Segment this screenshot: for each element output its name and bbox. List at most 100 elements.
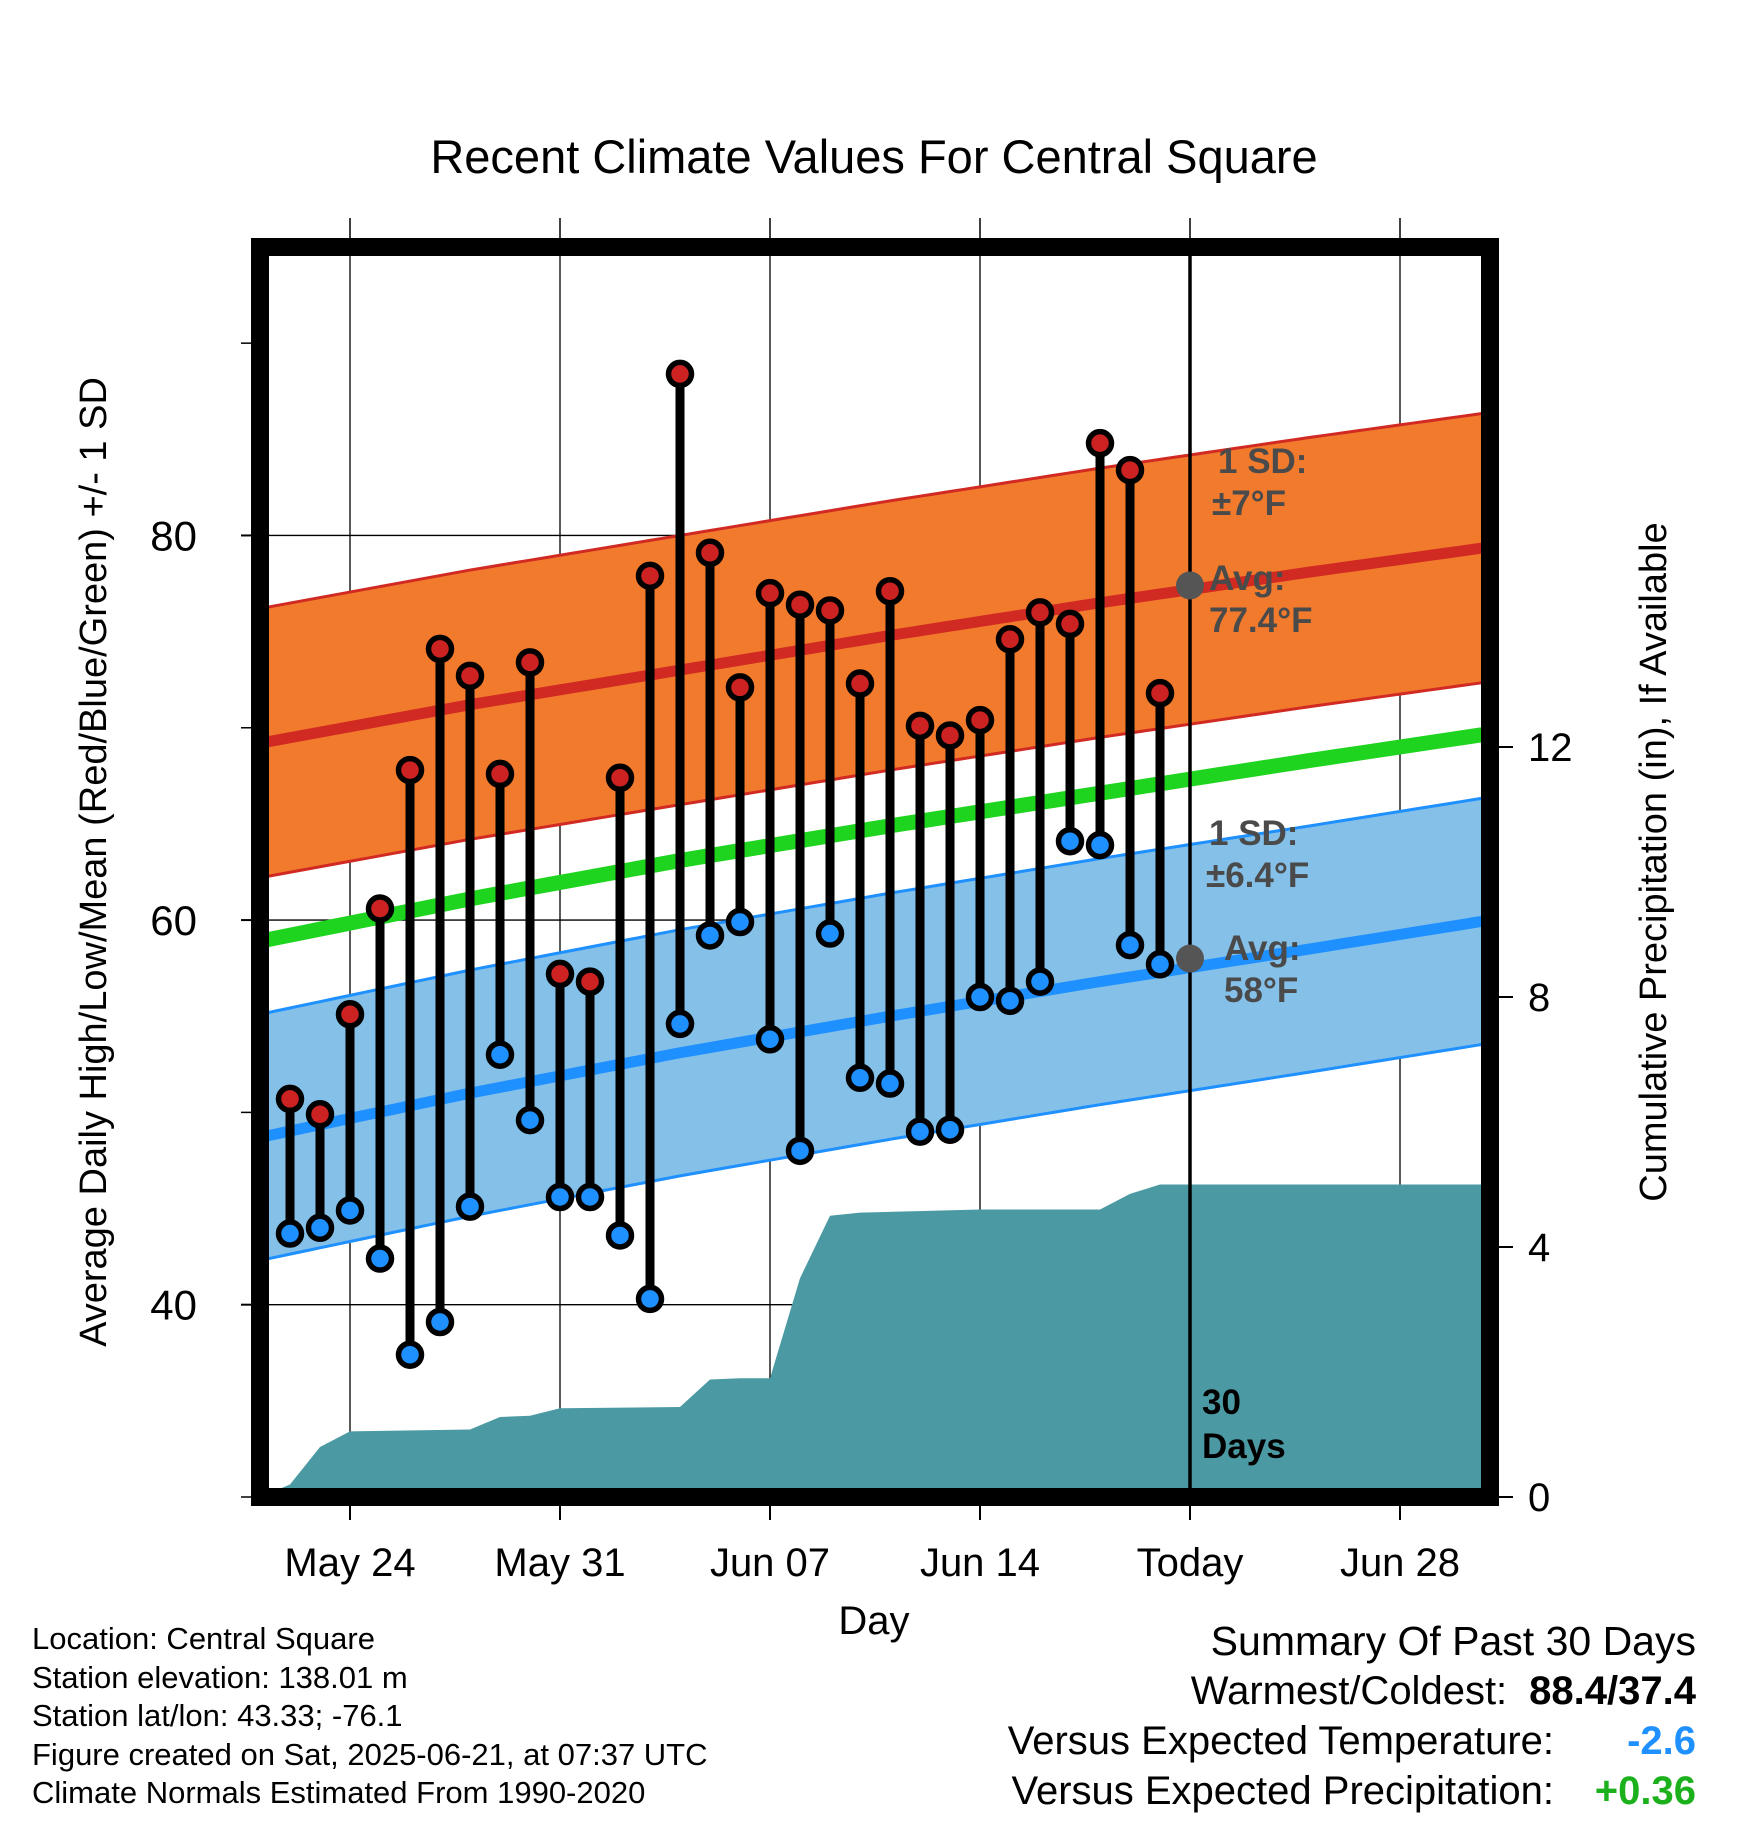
low-point bbox=[1085, 830, 1115, 860]
low-normal-band bbox=[260, 797, 1490, 1261]
high-point bbox=[935, 721, 965, 750]
high-avg-label: Avg: bbox=[1209, 559, 1285, 598]
high-point bbox=[695, 538, 725, 568]
elevation-text: Station elevation: 138.01 m bbox=[32, 1659, 408, 1695]
mean-normal-line bbox=[258, 726, 1492, 949]
low-point bbox=[545, 1182, 575, 1212]
high-avg-value: 77.4°F bbox=[1209, 601, 1313, 640]
high-point bbox=[995, 625, 1025, 654]
high-point bbox=[455, 661, 485, 691]
x-axis-title: Day bbox=[838, 1599, 909, 1643]
low-point bbox=[755, 1025, 785, 1054]
y-left-tick-label: 60 bbox=[150, 897, 197, 944]
low-point bbox=[1145, 950, 1175, 979]
low-point bbox=[575, 1182, 605, 1212]
window-days-number: 30 bbox=[1202, 1383, 1241, 1422]
low-point bbox=[395, 1340, 425, 1369]
high-point bbox=[485, 759, 515, 789]
high-point bbox=[515, 648, 545, 677]
low-point bbox=[1025, 967, 1055, 996]
low-point bbox=[965, 982, 995, 1012]
high-point bbox=[1025, 598, 1055, 627]
y-left-tick-label: 40 bbox=[150, 1282, 197, 1329]
y-right-tick-label: 0 bbox=[1528, 1476, 1550, 1520]
low-point bbox=[485, 1040, 515, 1069]
low-normal-mean-line bbox=[258, 914, 1491, 1143]
window-days-label: Days bbox=[1202, 1427, 1286, 1466]
precipitation-area bbox=[260, 1184, 1490, 1497]
low-point bbox=[845, 1063, 875, 1093]
x-tick-label: Jun 07 bbox=[710, 1541, 830, 1585]
high-point bbox=[665, 359, 695, 389]
low-sd-label: 1 SD: bbox=[1209, 814, 1298, 853]
y-right-tick-label: 8 bbox=[1528, 976, 1550, 1020]
high-sd-value: ±7°F bbox=[1212, 484, 1286, 523]
low-point bbox=[605, 1221, 635, 1250]
summary-temp-row: Versus Expected Temperature: -2.6 bbox=[1008, 1716, 1696, 1766]
high-normal-lower-edge bbox=[259, 680, 1491, 880]
high-point bbox=[575, 967, 605, 996]
latlon-text: Station lat/lon: 43.33; -76.1 bbox=[32, 1698, 403, 1733]
high-point bbox=[725, 673, 755, 702]
high-point bbox=[635, 561, 665, 591]
high-point bbox=[1145, 678, 1175, 708]
warmest-coldest-value: 88.4/37.4 bbox=[1529, 1669, 1696, 1713]
low-point bbox=[515, 1105, 545, 1135]
high-point bbox=[875, 576, 905, 606]
high-point bbox=[335, 1000, 365, 1029]
high-point bbox=[1115, 455, 1145, 485]
plot-frame bbox=[251, 238, 1499, 1506]
y-axis-right-title: Cumulative Precipitation (in), If Availa… bbox=[1633, 522, 1675, 1201]
low-point bbox=[335, 1196, 365, 1225]
precip-value: +0.36 bbox=[1594, 1769, 1696, 1813]
precip-label: Versus Expected Precipitation: bbox=[1011, 1769, 1554, 1813]
temp-label: Versus Expected Temperature: bbox=[1007, 1719, 1554, 1763]
high-point bbox=[275, 1084, 305, 1114]
low-point bbox=[455, 1192, 485, 1221]
summary-precip-row: Versus Expected Precipitation: +0.36 bbox=[1008, 1766, 1696, 1816]
high-avg-marker bbox=[1176, 571, 1204, 600]
created-text: Figure created on Sat, 2025-06-21, at 07… bbox=[32, 1736, 708, 1772]
high-point bbox=[815, 596, 845, 625]
low-point bbox=[365, 1244, 395, 1273]
high-point bbox=[1055, 609, 1085, 639]
low-avg-marker bbox=[1176, 944, 1204, 973]
high-normal-mean-line bbox=[259, 541, 1491, 749]
low-sd-value: ±6.4°F bbox=[1206, 856, 1309, 895]
x-tick-label: May 24 bbox=[284, 1541, 415, 1585]
y-left-tick-label: 80 bbox=[150, 512, 197, 559]
high-normal-band bbox=[260, 412, 1490, 878]
high-point bbox=[545, 959, 575, 989]
y-right-tick-label: 12 bbox=[1528, 726, 1573, 770]
low-point bbox=[785, 1136, 815, 1166]
warmest-coldest-label: Warmest/Coldest: bbox=[1190, 1669, 1508, 1713]
high-point bbox=[305, 1100, 335, 1129]
high-sd-label: 1 SD: bbox=[1218, 442, 1307, 481]
summary-panel: Summary Of Past 30 Days Warmest/Coldest:… bbox=[1008, 1616, 1696, 1816]
high-point bbox=[425, 634, 455, 664]
y-right-tick-label: 4 bbox=[1528, 1226, 1550, 1270]
station-info: Location: Central Square Station elevati… bbox=[32, 1620, 708, 1813]
low-point bbox=[815, 919, 845, 948]
high-point bbox=[845, 669, 875, 698]
high-point bbox=[605, 763, 635, 793]
low-point bbox=[425, 1307, 455, 1337]
x-tick-label: May 31 bbox=[494, 1541, 625, 1585]
low-point bbox=[725, 907, 755, 937]
high-normal-upper-edge bbox=[259, 410, 1491, 611]
low-point bbox=[1115, 930, 1145, 960]
x-tick-label: Today bbox=[1137, 1541, 1244, 1585]
low-avg-value: 58°F bbox=[1224, 971, 1298, 1010]
high-point bbox=[755, 578, 785, 608]
high-point bbox=[785, 590, 815, 619]
temp-value: -2.6 bbox=[1627, 1719, 1696, 1763]
high-point bbox=[905, 711, 935, 741]
low-point bbox=[875, 1069, 905, 1098]
low-point bbox=[905, 1117, 935, 1146]
low-point bbox=[305, 1213, 335, 1243]
low-point bbox=[665, 1009, 695, 1039]
high-point bbox=[965, 705, 995, 735]
location-text: Location: Central Square bbox=[32, 1621, 375, 1656]
